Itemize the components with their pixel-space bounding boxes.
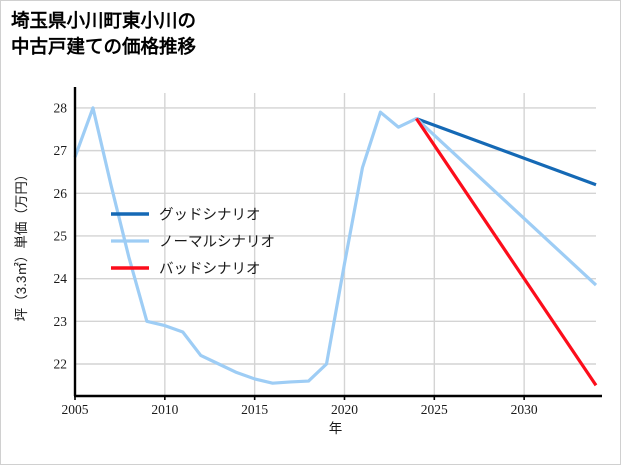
x-tick-label: 2015 — [241, 402, 268, 417]
series-line-2 — [73, 106, 598, 385]
x-tick-label: 2025 — [421, 402, 448, 417]
gridlines — [74, 93, 596, 396]
y-tick-label: 27 — [54, 143, 68, 158]
y-axis-title: 坪（3.3㎡）単価（万円） — [14, 168, 29, 322]
x-tick-label: 2030 — [511, 402, 538, 417]
x-tick-label: 2020 — [331, 402, 358, 417]
tick-labels: 22 23 24 25 26 27 28 2005 2010 2015 2020 2025 2030 — [54, 100, 538, 417]
series-line-3 — [415, 117, 598, 387]
y-tick-label: 25 — [54, 228, 68, 243]
axis-lines — [73, 87, 602, 398]
page-title: 埼玉県小川町東小川の 中古戸建ての価格推移 — [11, 10, 197, 58]
y-tick-label: 24 — [54, 271, 68, 286]
legend-label-1: グッドシナリオ — [159, 207, 261, 224]
y-tick-label: 23 — [54, 314, 68, 329]
series-line-1 — [415, 117, 597, 187]
series-layer — [73, 106, 598, 387]
legend-label-2: ノーマルシナリオ — [159, 235, 275, 251]
axis-titles: 年 坪（3.3㎡）単価（万円） — [14, 168, 342, 436]
legend-label-3: バッドシナリオ — [159, 262, 261, 278]
y-tick-label: 26 — [54, 186, 68, 201]
y-tick-label: 22 — [54, 356, 68, 371]
x-tick-label: 2005 — [62, 402, 89, 417]
x-axis-title: 年 — [329, 421, 343, 436]
y-tick-label: 28 — [54, 100, 68, 115]
x-tick-label: 2010 — [151, 402, 178, 417]
